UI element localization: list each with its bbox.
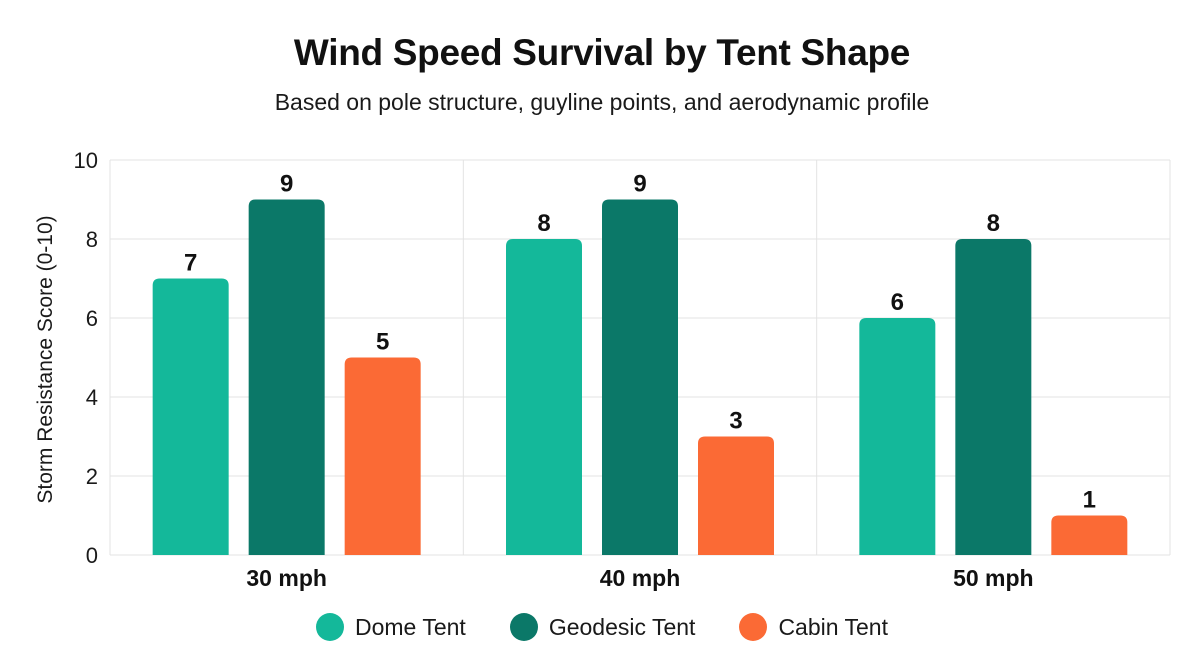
data-label: 9 (633, 171, 646, 198)
bar (1051, 515, 1128, 555)
data-label: 9 (280, 171, 293, 198)
data-label: 7 (184, 250, 197, 277)
chart-subtitle: Based on pole structure, guyline points,… (274, 89, 930, 115)
y-axis-label: Storm Resistance Score (0-10) (34, 215, 57, 503)
legend-label: Geodesic Tent (548, 613, 696, 640)
data-label: 3 (729, 408, 742, 435)
y-tick-label: 10 (74, 148, 98, 173)
y-tick-label: 2 (86, 464, 98, 489)
bar-chart: 0 2 4 6 8 10 Storm Resistance Score (0-10) 7 9 5 3… (34, 148, 1171, 591)
data-label: 6 (891, 289, 904, 316)
x-tick-label: 30 mph (246, 565, 327, 591)
chart-title: Wind Speed Survival by Tent Shape (293, 32, 911, 73)
legend-swatch (316, 613, 344, 641)
y-tick-label: 6 (86, 306, 98, 331)
bar (506, 239, 582, 555)
chart-legend: Dome Tent Geodesic Tent Cabin Tent (0, 609, 1204, 645)
legend-item: Geodesic Tent (509, 613, 696, 641)
legend-item: Cabin Tent (739, 613, 888, 641)
bar (248, 199, 325, 555)
data-label: 1 (1083, 487, 1096, 514)
legend-swatch (509, 613, 538, 641)
bar (859, 318, 936, 555)
bar (955, 239, 1032, 555)
x-tick-label: 50 mph (953, 565, 1034, 591)
data-label: 8 (537, 210, 550, 237)
y-tick-label: 0 (86, 543, 98, 568)
legend-label: Dome Tent (355, 613, 466, 640)
y-tick-label: 4 (86, 385, 98, 410)
legend-item: Dome Tent (316, 613, 466, 641)
y-tick-label: 8 (86, 227, 98, 252)
bar (602, 199, 678, 555)
legend-swatch (739, 613, 768, 641)
bar (698, 436, 774, 555)
bar (152, 278, 229, 555)
bar (344, 357, 421, 555)
data-label: 8 (987, 210, 1000, 237)
data-label: 5 (376, 329, 389, 356)
legend-label: Cabin Tent (778, 613, 888, 640)
x-tick-label: 40 mph (600, 565, 681, 591)
